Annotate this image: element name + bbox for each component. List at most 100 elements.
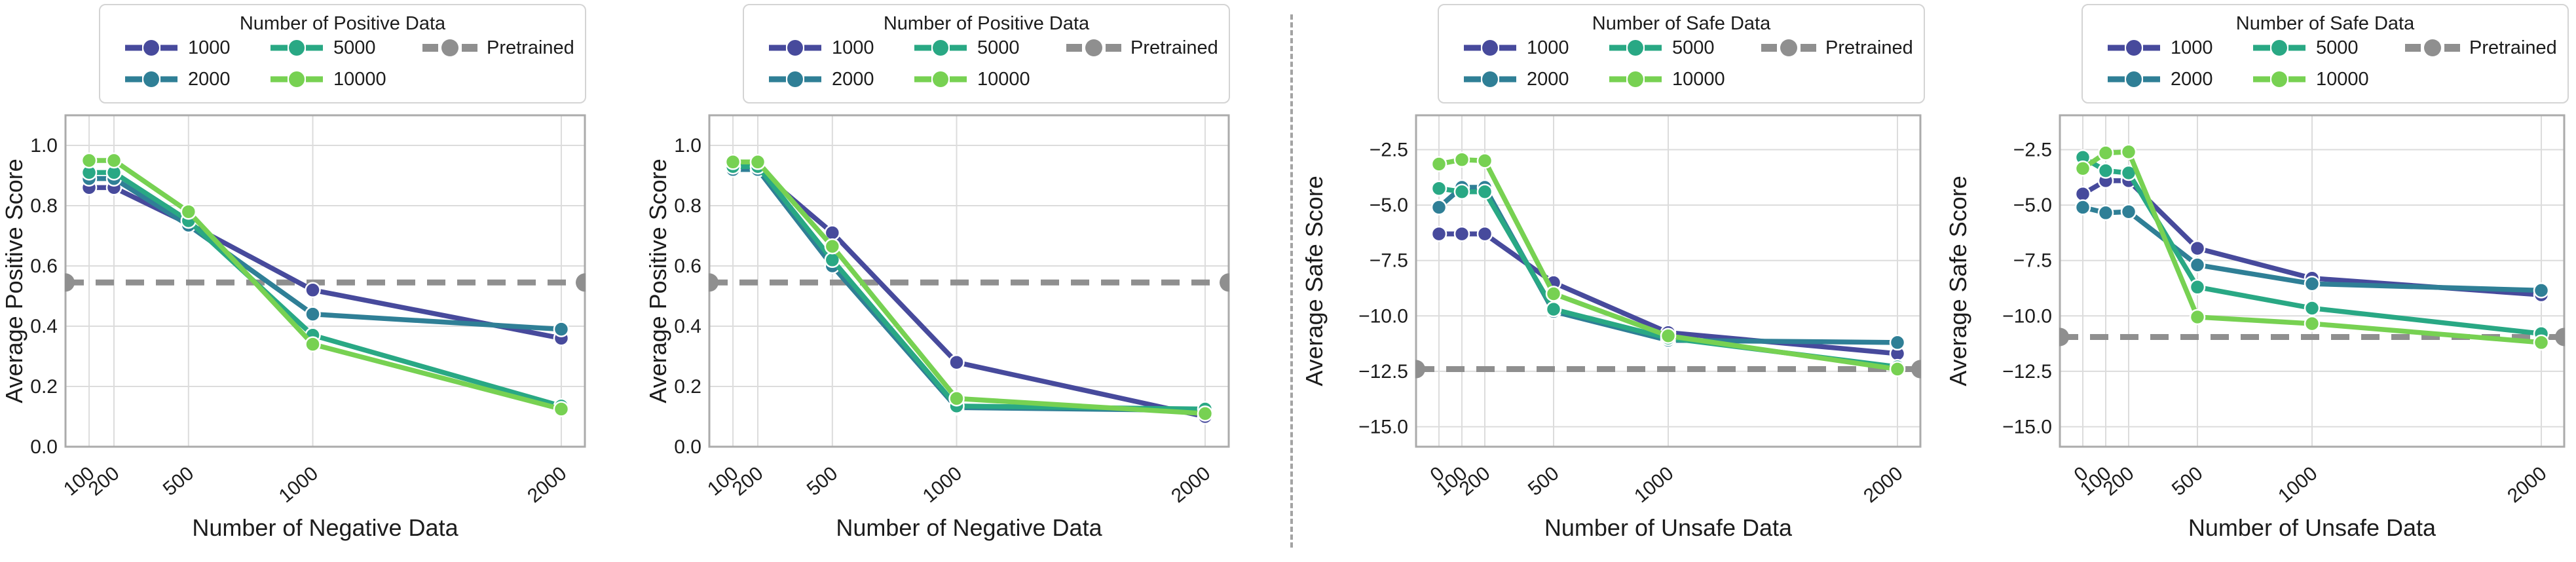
- y-tick-label: 0.8: [30, 195, 58, 217]
- data-point: [948, 354, 965, 371]
- y-tick-label: 0.6: [30, 255, 58, 277]
- legend: Number of Safe Data 1000 2000 5000 10000 Pre…: [1438, 4, 1925, 103]
- y-axis-label: Average Safe Score: [1945, 176, 1971, 386]
- y-tick-label: −2.5: [1370, 139, 1408, 160]
- series-10000: [724, 154, 1214, 422]
- x-tick-label: 2000: [523, 462, 570, 507]
- legend-line-swatch-icon: [125, 40, 177, 56]
- legend-item-label: 5000: [977, 37, 1020, 58]
- chart-panel: Number of Safe Data 1000 2000 5000 10000 Pre…: [1288, 0, 1932, 562]
- legend-item: 5000: [913, 37, 1020, 58]
- y-tick-label: −10.0: [1358, 305, 1408, 327]
- data-point: [2304, 300, 2321, 316]
- y-tick-label: 0.6: [674, 255, 701, 277]
- legend-line-swatch-icon: [1609, 71, 1662, 87]
- data-point: [2533, 282, 2550, 299]
- data-point: [2097, 162, 2114, 179]
- legend-item-label: 10000: [333, 68, 386, 90]
- y-tick-label: −12.5: [1358, 361, 1408, 383]
- series-10000: [1430, 151, 1906, 377]
- series-10000: [2074, 143, 2550, 351]
- chart-panel: Number of Safe Data 1000 2000 5000 10000 Pre…: [1932, 0, 2576, 562]
- plot-border: [1415, 114, 1922, 448]
- data-point: [2074, 160, 2091, 177]
- legend-line-swatch-icon: [1464, 40, 1516, 56]
- x-tick-label: 500: [1524, 462, 1563, 500]
- legend-item: 10000: [269, 68, 386, 90]
- y-tick-label: 1.0: [674, 135, 701, 157]
- series-5000: [724, 158, 1214, 417]
- data-point: [824, 238, 841, 255]
- series-10000: [81, 152, 570, 417]
- data-point: [1476, 183, 1493, 200]
- legend-item: 1000: [1463, 37, 1569, 58]
- legend-title: Number of Safe Data: [2235, 13, 2415, 34]
- data-point: [1476, 225, 1493, 242]
- x-tick-label: 500: [159, 462, 198, 500]
- legend-line-swatch-icon: [769, 71, 821, 87]
- data-point: [1430, 156, 1447, 172]
- data-point: [2120, 143, 2137, 160]
- data-point: [81, 152, 98, 169]
- legend-line-swatch-icon: [769, 40, 821, 56]
- legend-dashed-swatch-icon: [1066, 39, 1121, 56]
- legend-line-swatch-icon: [271, 40, 323, 56]
- legend-dashed-swatch-icon: [2405, 39, 2460, 56]
- data-point: [305, 282, 321, 299]
- legend-item-label: 2000: [1527, 68, 1569, 90]
- data-point: [1197, 405, 1214, 422]
- legend-line-swatch-icon: [914, 71, 967, 87]
- data-point: [2074, 199, 2091, 215]
- data-point: [2097, 145, 2114, 161]
- legend-item-pretrained: Pretrained: [1761, 37, 1913, 58]
- legend-item-label: 10000: [1672, 68, 1725, 90]
- data-point: [2120, 203, 2137, 220]
- y-tick-label: −2.5: [2013, 139, 2052, 160]
- series-2000: [724, 161, 1214, 419]
- y-tick-label: 0.0: [674, 436, 701, 458]
- data-point: [1453, 225, 1470, 242]
- legend-item: 1000: [2106, 37, 2213, 58]
- x-tick-label: 2000: [2503, 462, 2550, 507]
- y-tick-label: 1.0: [30, 135, 58, 157]
- pretrained-baseline: [1415, 360, 1921, 379]
- legend-item-label: Pretrained: [2469, 37, 2557, 58]
- x-tick-label: 200: [84, 462, 124, 500]
- data-point: [1453, 183, 1470, 200]
- y-axis-label: Average Safe Score: [1301, 176, 1328, 386]
- data-point: [105, 152, 122, 169]
- legend-title: Number of Positive Data: [883, 13, 1090, 34]
- legend-line-swatch-icon: [271, 71, 323, 87]
- legend-item: 10000: [2252, 68, 2369, 90]
- y-tick-label: 0.2: [30, 376, 58, 398]
- legend-item-label: Pretrained: [487, 37, 574, 58]
- legend: Number of Positive Data 1000 2000 5000 1000…: [743, 4, 1230, 103]
- legend-line-swatch-icon: [914, 40, 967, 56]
- legend-item: 5000: [1608, 37, 1715, 58]
- data-point: [1660, 328, 1677, 345]
- legend-item-pretrained: Pretrained: [422, 37, 574, 58]
- pretrained-baseline: [2059, 328, 2565, 347]
- legend-item: 1000: [124, 37, 231, 58]
- data-point: [305, 336, 321, 352]
- data-point: [2533, 334, 2550, 351]
- group-divider: [1290, 14, 1293, 548]
- legend-item-label: 2000: [2171, 68, 2213, 90]
- y-tick-label: −7.5: [2013, 250, 2052, 272]
- data-point: [948, 390, 965, 407]
- data-point: [1889, 361, 1906, 377]
- legend-line-swatch-icon: [2108, 71, 2160, 87]
- x-tick-label: 1000: [275, 462, 322, 507]
- x-axis-label: Number of Unsafe Data: [1544, 514, 1793, 541]
- legend-item-label: 10000: [2316, 68, 2369, 90]
- data-point: [1453, 151, 1470, 168]
- legend-item-label: 5000: [333, 37, 376, 58]
- y-tick-label: 0.4: [674, 316, 701, 337]
- legend-item-label: 10000: [977, 68, 1030, 90]
- legend-item: 2000: [2106, 68, 2213, 90]
- legend-dashed-swatch-icon: [422, 39, 477, 56]
- legend-item-label: 1000: [188, 37, 231, 58]
